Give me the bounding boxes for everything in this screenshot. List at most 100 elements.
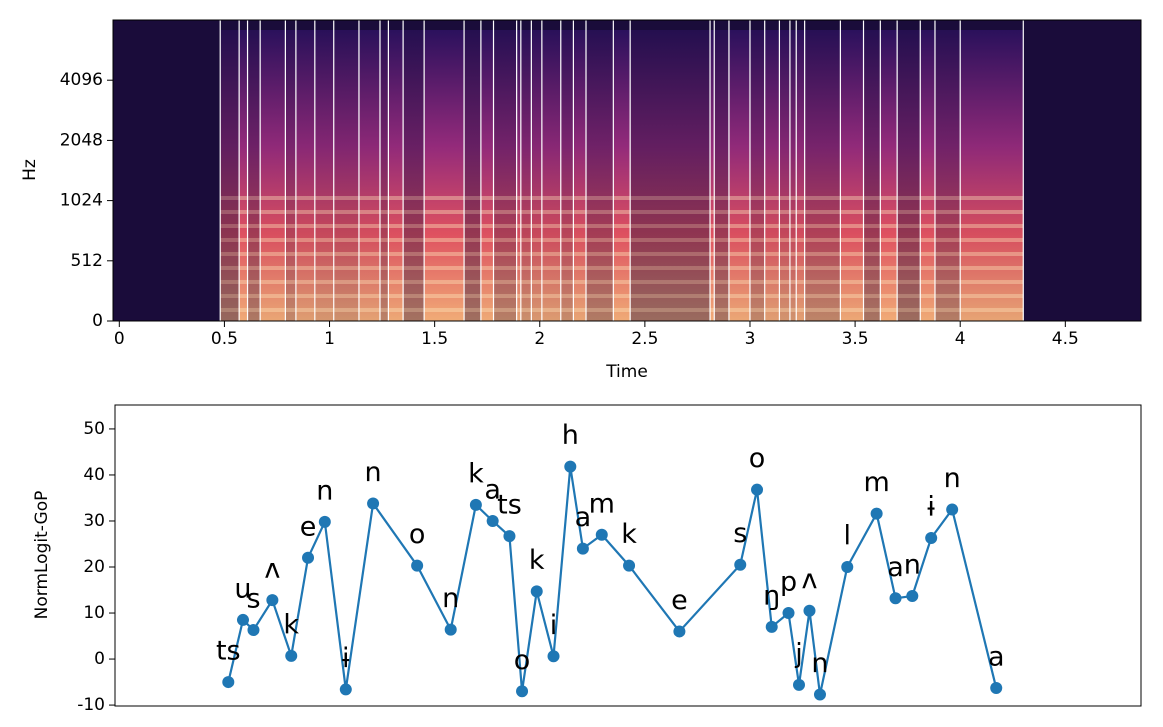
spectrogram-harmonics — [714, 190, 729, 316]
spectrogram-energy — [520, 30, 532, 321]
phone-label: a — [484, 474, 501, 505]
phone-label: n — [811, 648, 828, 679]
phone-label: o — [749, 443, 766, 474]
spectrogram-harmonics — [314, 190, 334, 316]
spectrogram-harmonics — [333, 190, 359, 316]
x-tick-label: 4.5 — [1052, 329, 1079, 349]
spectrogram-energy — [239, 30, 248, 321]
spectrogram-harmonics — [560, 190, 574, 316]
spectrogram-energy — [379, 30, 389, 321]
gop-point — [547, 650, 560, 663]
gop-point — [946, 503, 959, 516]
y-tick-label: 30 — [83, 511, 105, 531]
spectrogram-harmonics — [295, 190, 315, 316]
phone-label: k — [529, 545, 545, 576]
gop-point — [595, 528, 608, 541]
phone-label: j — [794, 638, 803, 669]
gop-panel: -1001020304050tsusʌkenɨnonkatsokihamkeso… — [32, 404, 1142, 715]
gop-point — [870, 507, 883, 520]
phone-label: m — [863, 467, 889, 498]
phone-label: o — [514, 645, 531, 676]
y-tick-label: 0 — [92, 311, 103, 331]
y-tick-label: 1024 — [60, 191, 103, 211]
y-tick-label: 0 — [94, 649, 105, 669]
phone-label: e — [300, 511, 317, 542]
phone-label: u — [234, 573, 251, 604]
spectrogram-harmonics — [239, 190, 248, 316]
spectrogram-harmonics — [424, 190, 465, 316]
gop-point — [841, 561, 854, 574]
spectrogram-harmonics — [388, 190, 404, 316]
spectrogram-harmonics — [804, 190, 841, 316]
gop-point — [530, 585, 543, 598]
spectrogram-harmonics — [358, 190, 380, 316]
gop-point — [906, 590, 919, 603]
spectrogram-harmonics — [840, 190, 864, 316]
spectrogram-harmonics — [764, 190, 780, 316]
gop-point — [285, 649, 298, 662]
x-tick-label: 1.5 — [421, 329, 448, 349]
phone-label: h — [562, 420, 579, 451]
gop-point — [734, 558, 747, 571]
phone-label: n — [944, 463, 961, 494]
y-tick-label: 50 — [83, 419, 105, 439]
spectrogram-harmonics — [493, 190, 517, 316]
phone-label: n — [316, 475, 333, 506]
spectrogram-harmonics — [630, 190, 711, 316]
gop-point — [367, 497, 380, 510]
gop-point — [782, 607, 795, 620]
x-tick-label: 0.5 — [211, 329, 238, 349]
spectrogram-harmonics — [934, 190, 961, 316]
x-tick-label: 2 — [534, 329, 545, 349]
phone-label: a — [988, 642, 1005, 673]
spectrogram-energy — [531, 30, 542, 321]
spectrogram-harmonics — [520, 190, 532, 316]
spectrogram-harmonics — [613, 190, 631, 316]
axes-frame — [112, 19, 1142, 322]
phone-label: p — [780, 567, 797, 598]
spectrogram-harmonics — [779, 190, 790, 316]
gop-point — [673, 625, 686, 638]
gop-point — [411, 559, 424, 572]
spectrogram-harmonics — [920, 190, 935, 316]
phone-label: i — [550, 610, 558, 641]
x-tick-label: 4 — [955, 329, 966, 349]
x-tick-label: 3 — [745, 329, 756, 349]
gop-point — [339, 683, 352, 696]
x-axis-label: Time — [605, 362, 648, 382]
spectrogram-energy — [779, 30, 790, 321]
x-tick-label: 1 — [324, 329, 335, 349]
spectrogram-panel: 0 0.5 1 1.5 2 2.5 3 3.5 4 4.5 0 512 1024 2048 4096 Time… — [20, 19, 1142, 382]
phone-label: s — [733, 518, 747, 549]
phone-label: ŋ — [763, 580, 780, 611]
y-tick-label: 512 — [71, 251, 103, 271]
y-axis-label: Hz — [20, 159, 40, 181]
phone-label: a — [887, 552, 904, 583]
gop-point — [803, 604, 816, 617]
phone-label: ɨ — [342, 643, 350, 674]
spectrogram-harmonics — [531, 190, 542, 316]
gop-point — [302, 551, 315, 564]
gop-point — [266, 594, 279, 607]
x-tick-label: 0 — [114, 329, 125, 349]
spectrogram-harmonics — [464, 190, 481, 316]
phone-label: ts — [497, 490, 522, 521]
gop-point — [564, 460, 577, 473]
spectrogram-energy — [285, 30, 296, 321]
spectrogram-harmonics — [541, 190, 561, 316]
gop-point — [469, 498, 482, 511]
gop-point — [990, 682, 1003, 695]
phone-label: k — [621, 519, 637, 550]
spectrogram-harmonics — [586, 190, 614, 316]
phone-label: o — [409, 519, 426, 550]
y-tick-label: -10 — [77, 695, 105, 715]
gop-point — [516, 685, 529, 698]
spectrogram-harmonics — [247, 190, 261, 316]
y-tick-label: 10 — [83, 603, 105, 623]
phone-label: e — [671, 585, 688, 616]
phone-label: k — [283, 609, 299, 640]
spectrogram-harmonics — [403, 190, 425, 316]
gop-point — [222, 676, 235, 689]
x-tick-label: 2.5 — [631, 329, 658, 349]
